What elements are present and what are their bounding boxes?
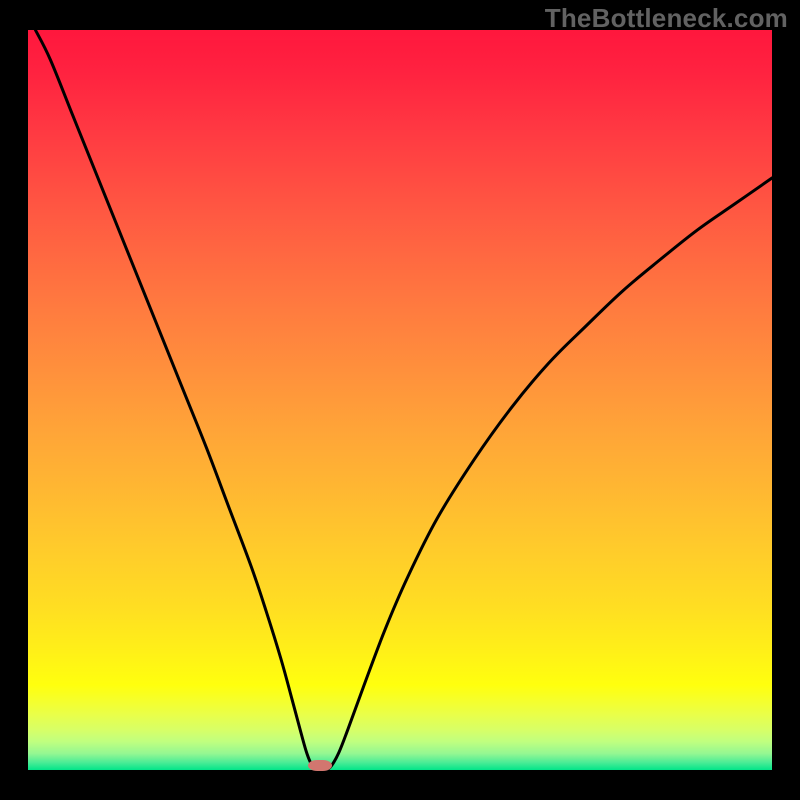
bottleneck-curve-path (35, 30, 772, 771)
optimal-point-marker (308, 760, 332, 772)
watermark-text: TheBottleneck.com (545, 3, 788, 34)
bottleneck-curve (0, 0, 800, 800)
